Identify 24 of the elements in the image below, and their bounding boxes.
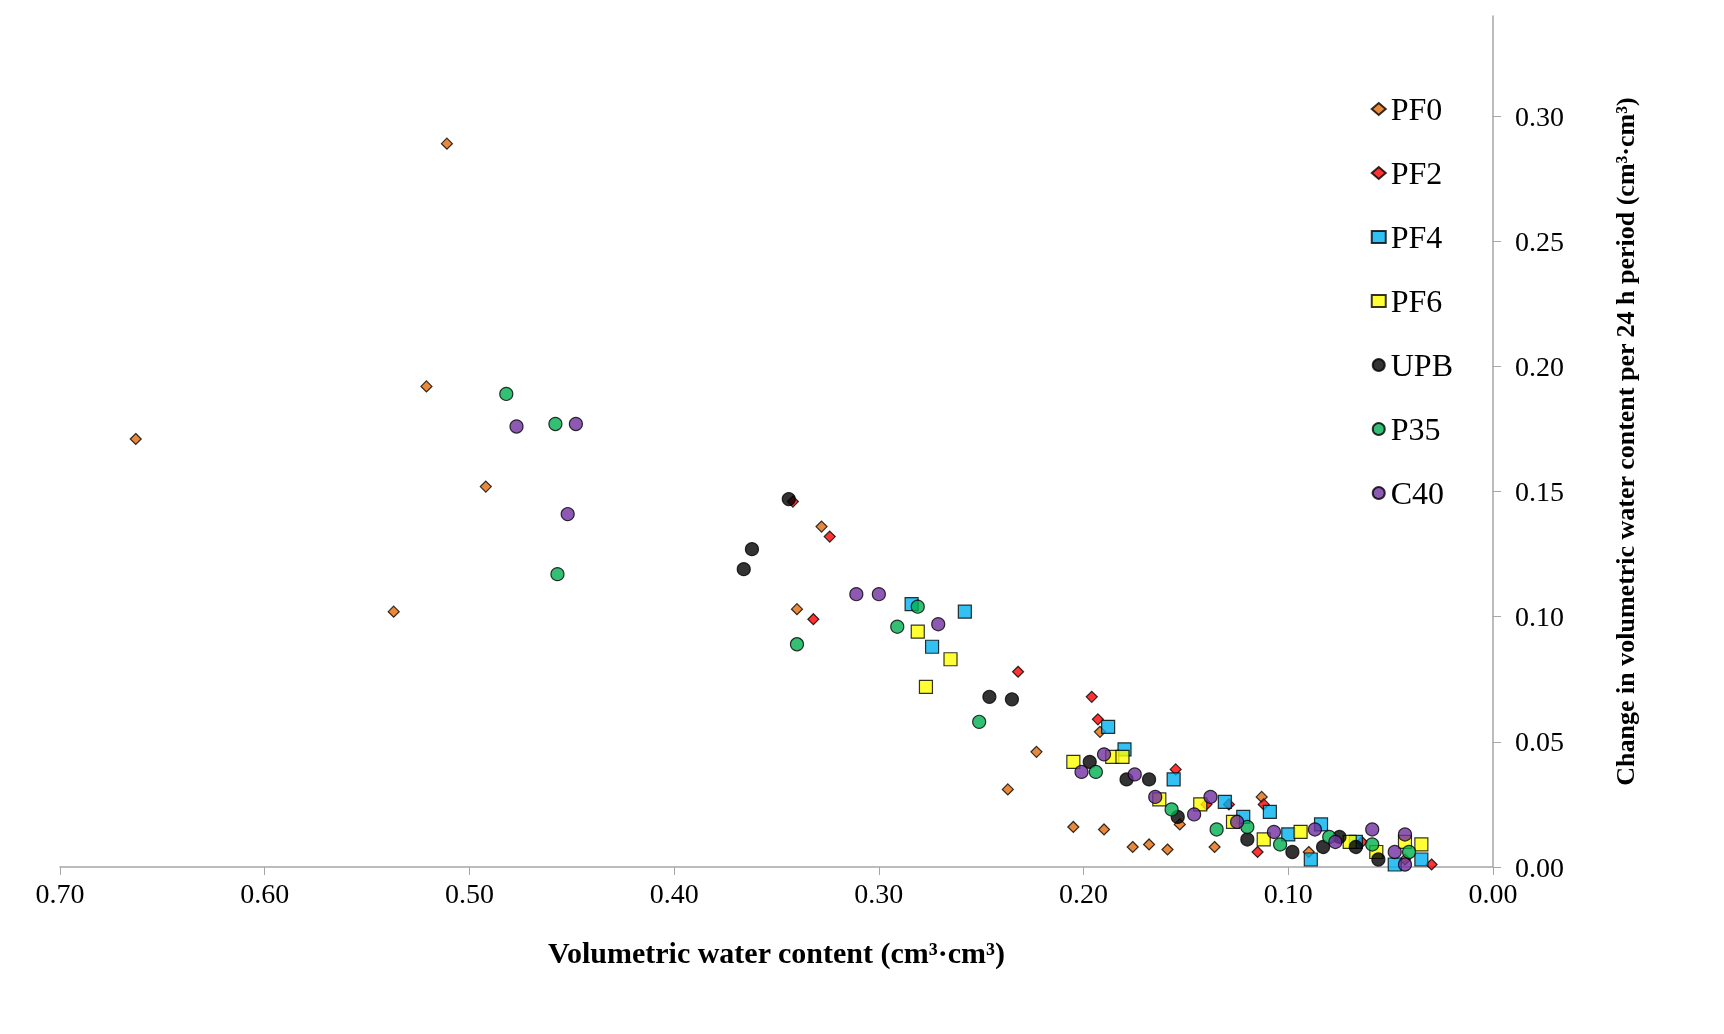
y-tick-label: 0.30 [1515,100,1564,132]
y-tick-label: 0.10 [1515,601,1564,633]
y-axis-title: Change in volumetric water content per 24 h period (cm³·cm³) [1610,97,1640,786]
y-tick-label: 0.20 [1515,350,1564,382]
y-tick-label: 0.05 [1515,726,1564,758]
x-tick-label: 0.10 [1263,877,1313,909]
y-tick-label: 0.25 [1515,225,1564,257]
legend-label: PF6 [1390,283,1443,319]
y-tick-label: 0.00 [1515,851,1564,883]
legend-label: P35 [1390,411,1441,447]
x-tick-label: 0.60 [240,877,290,909]
x-tick-label: 0.70 [35,877,85,909]
y-tick-label: 0.15 [1515,476,1564,508]
x-tick-label: 0.50 [444,877,494,909]
x-axis-title: Volumetric water content (cm³·cm³) [547,935,1006,970]
x-tick-label: 0.30 [854,877,904,909]
legend-label: PF0 [1390,91,1443,127]
x-tick-label: 0.20 [1059,877,1109,909]
legend-label: PF2 [1390,155,1443,191]
legend-label: UPB [1390,347,1453,383]
legend-label: PF4 [1390,219,1443,255]
x-tick-label: 0.00 [1468,877,1518,909]
x-tick-label: 0.40 [649,877,699,909]
legend-label: C40 [1390,475,1445,511]
